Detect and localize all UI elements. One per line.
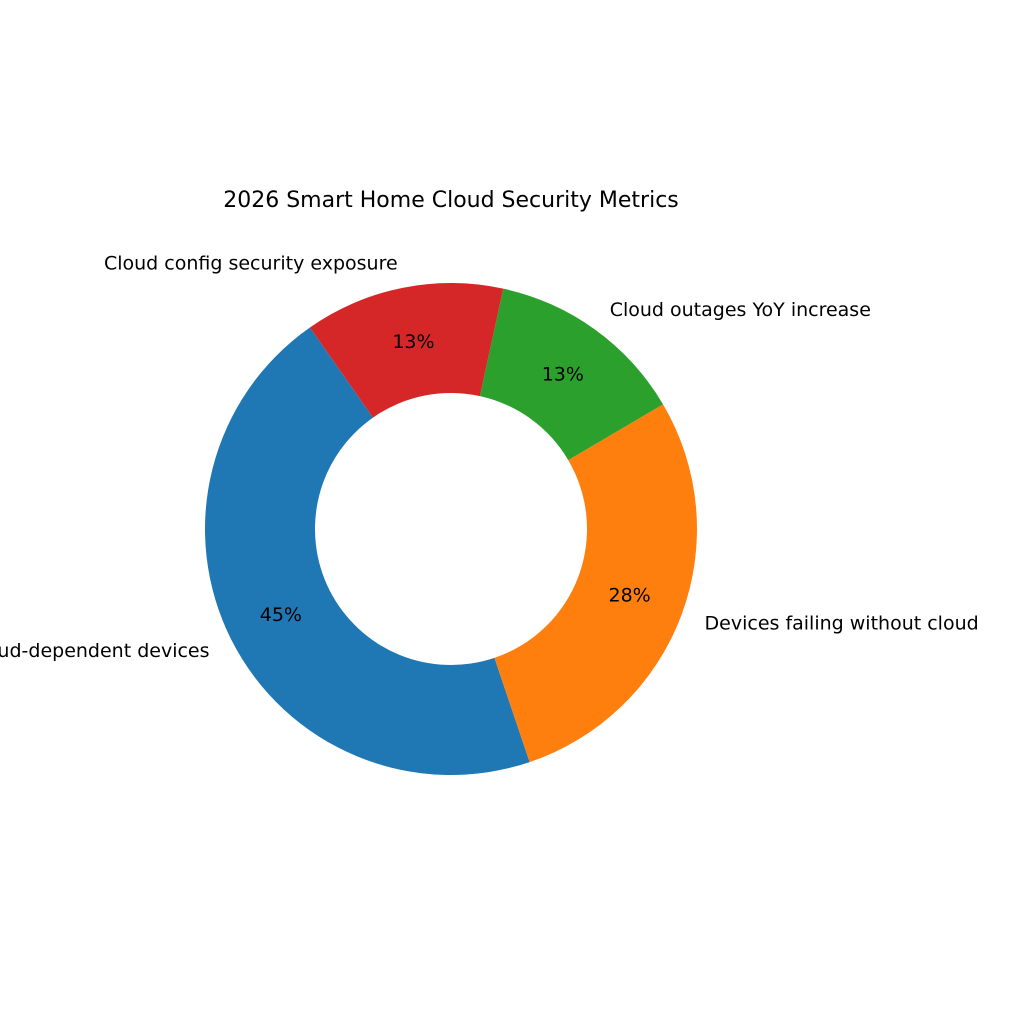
slice-label-devices-failing-without-cloud: Devices failing without cloud — [705, 613, 979, 635]
slice-cloud-dependent-devices — [205, 327, 530, 775]
pct-label-cloud-dependent-devices: 45% — [260, 604, 302, 626]
labels-group: 45% Cloud-dependent devices 28% Devices fai… — [0, 253, 979, 662]
slice-cloud-outages-yoy-increase — [479, 288, 664, 461]
pct-label-cloud-outages-yoy-increase: 13% — [542, 364, 584, 386]
slice-label-cloud-dependent-devices: Cloud-dependent devices — [0, 640, 210, 662]
pct-label-cloud-config-security-exposure: 13% — [392, 331, 434, 353]
slice-devices-failing-without-cloud — [494, 404, 697, 763]
slices-group — [205, 282, 697, 775]
slice-label-cloud-config-security-exposure: Cloud config security exposure — [104, 253, 398, 275]
slice-cloud-config-security-exposure — [309, 282, 504, 418]
chart-title: 2026 Smart Home Cloud Security Metrics — [223, 188, 679, 213]
pct-label-devices-failing-without-cloud: 28% — [609, 585, 651, 607]
slice-label-cloud-outages-yoy-increase: Cloud outages YoY increase — [610, 299, 871, 321]
